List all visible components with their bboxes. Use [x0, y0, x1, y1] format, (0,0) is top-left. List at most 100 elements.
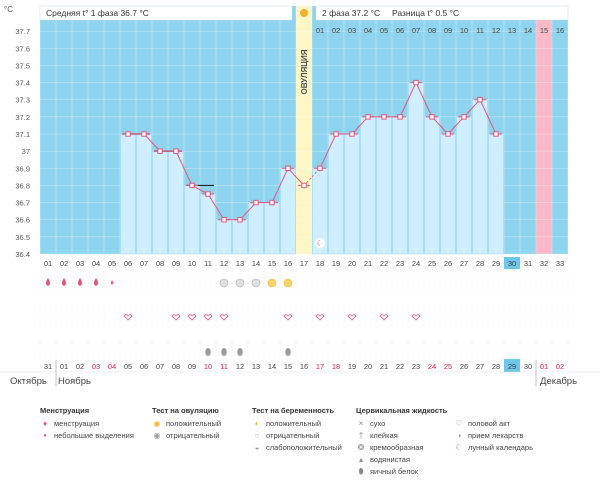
ovulation-label: ОВУЛЯЦИЯ: [300, 49, 309, 94]
data-point: [317, 165, 323, 171]
date-label: 30: [524, 362, 532, 371]
menstruation-drop-icon: [46, 278, 50, 286]
small-drop-icon: ♦: [43, 433, 47, 439]
date-label: 21: [380, 362, 388, 371]
data-point: [253, 199, 259, 206]
phase2-day-label: 16: [556, 26, 564, 35]
data-point: [445, 131, 451, 137]
phase1-box: [39, 5, 293, 21]
data-point: [413, 79, 419, 86]
cycle-day-label: 17: [300, 259, 308, 268]
legend-pregnancy-positive: положительный: [266, 419, 322, 428]
cycle-day-label: 16: [284, 259, 292, 268]
ovulation-test-negative-icon: [235, 278, 245, 288]
legend-mucus-watery: водянистая: [370, 455, 411, 464]
temperature-bar: [440, 133, 456, 255]
date-label: 16: [300, 362, 308, 371]
menstruation-drop-icon: [78, 278, 82, 286]
legend-mucus-title: Цервикальная жидкость: [356, 406, 448, 415]
cycle-day-label: 07: [140, 259, 148, 268]
legend-menstruation-light: небольшие выделения: [54, 431, 134, 440]
data-point: [269, 199, 275, 206]
heart-icon: ♡: [455, 419, 463, 428]
heart-icon: [172, 314, 180, 321]
heart-icon: [412, 314, 420, 321]
ovulation-test-positive-icon: [283, 278, 293, 288]
temperature-bar: [488, 133, 504, 255]
date-label: 19: [348, 362, 356, 371]
date-label: 27: [476, 362, 484, 371]
heart-icon: [124, 314, 132, 321]
drop-icon: ♦: [42, 419, 48, 428]
legend-ovulation-negative: отрицательный: [166, 431, 220, 440]
phase1-average: Средняя t° 1 фаза 36.7 °C: [46, 8, 149, 18]
y-tick-label: 36.7: [15, 199, 30, 208]
temperature-bar: [408, 82, 424, 255]
date-label: 01: [60, 362, 68, 371]
phase2-day-label: 14: [524, 26, 532, 35]
series-line: [239, 202, 257, 221]
data-point: [461, 114, 467, 120]
series-line: [463, 99, 481, 118]
y-tick-label: 36.6: [15, 216, 30, 225]
phase2-day-label: 07: [412, 26, 420, 35]
date-label: 24: [428, 362, 436, 371]
data-point: [285, 165, 291, 171]
temperature-series: [122, 79, 502, 223]
cycle-day-label: 22: [380, 259, 388, 268]
data-point: [381, 114, 387, 120]
data-point: [205, 191, 211, 197]
cycle-day-label: 25: [428, 259, 436, 268]
cycle-day-label: 20: [348, 259, 356, 268]
date-label: 04: [108, 362, 116, 371]
date-label: 11: [220, 362, 228, 371]
legend-mucus-eggwhite: яичный белок: [370, 467, 419, 476]
temperature-bar: [472, 99, 488, 255]
menstruation-drop-icon: [110, 280, 114, 285]
legend-menstruation: Менструация ♦ менструация ♦ небольшие выде…: [40, 405, 134, 442]
date-label: 15: [284, 362, 292, 371]
menstruation-drop-icon: [94, 278, 98, 286]
ovulation-sun-icon: [300, 9, 308, 17]
series-line: [319, 133, 337, 169]
y-unit-label: °C: [4, 5, 13, 14]
date-label: 29: [508, 362, 516, 371]
moon-icon: ☾: [316, 239, 323, 248]
legend-other-lunar: лунный календарь: [468, 443, 534, 452]
data-point: [141, 131, 147, 137]
date-label: 17: [316, 362, 324, 371]
date-label: 02: [76, 362, 84, 371]
temperature-bar: [232, 219, 248, 255]
cycle-day-label: 04: [92, 259, 100, 268]
dry-icon: ×: [358, 419, 364, 428]
temperature-bar: [424, 116, 440, 255]
month-next: Декабрь: [540, 376, 578, 387]
date-label: 25: [444, 362, 452, 371]
legend-menstruation-full: менструация: [54, 419, 100, 428]
heart-icon: [220, 314, 228, 321]
cycle-day-label: 29: [492, 259, 500, 268]
phase2-day-label: 04: [364, 26, 372, 35]
mucus-icon: [205, 348, 211, 356]
cycle-day-label: 06: [124, 259, 132, 268]
y-tick-label: 37.1: [15, 130, 30, 139]
cycle-day-label: 27: [460, 259, 468, 268]
cycle-day-label: 12: [220, 259, 228, 268]
phase2-day-label: 08: [428, 26, 436, 35]
legend-pregnancy-weak: слабоположительный: [266, 443, 342, 452]
cycle-day-label: 01: [44, 259, 52, 268]
y-tick-label: 37: [22, 147, 30, 156]
phase2-average: 2 фаза 37.2 °C: [322, 8, 380, 18]
temperature-bar: [280, 168, 296, 255]
y-tick-label: 36.8: [15, 181, 30, 190]
series-line: [175, 150, 193, 186]
cycle-day-label: 30: [508, 259, 516, 268]
data-point: [237, 217, 243, 223]
date-label: 08: [172, 362, 180, 371]
ovulation-test-positive-icon: [267, 278, 277, 288]
data-point: [349, 131, 355, 137]
sticky-icon: †: [358, 431, 364, 440]
data-point: [365, 114, 371, 120]
cycle-day-label: 24: [412, 259, 420, 268]
temperature-bar: [120, 133, 136, 255]
